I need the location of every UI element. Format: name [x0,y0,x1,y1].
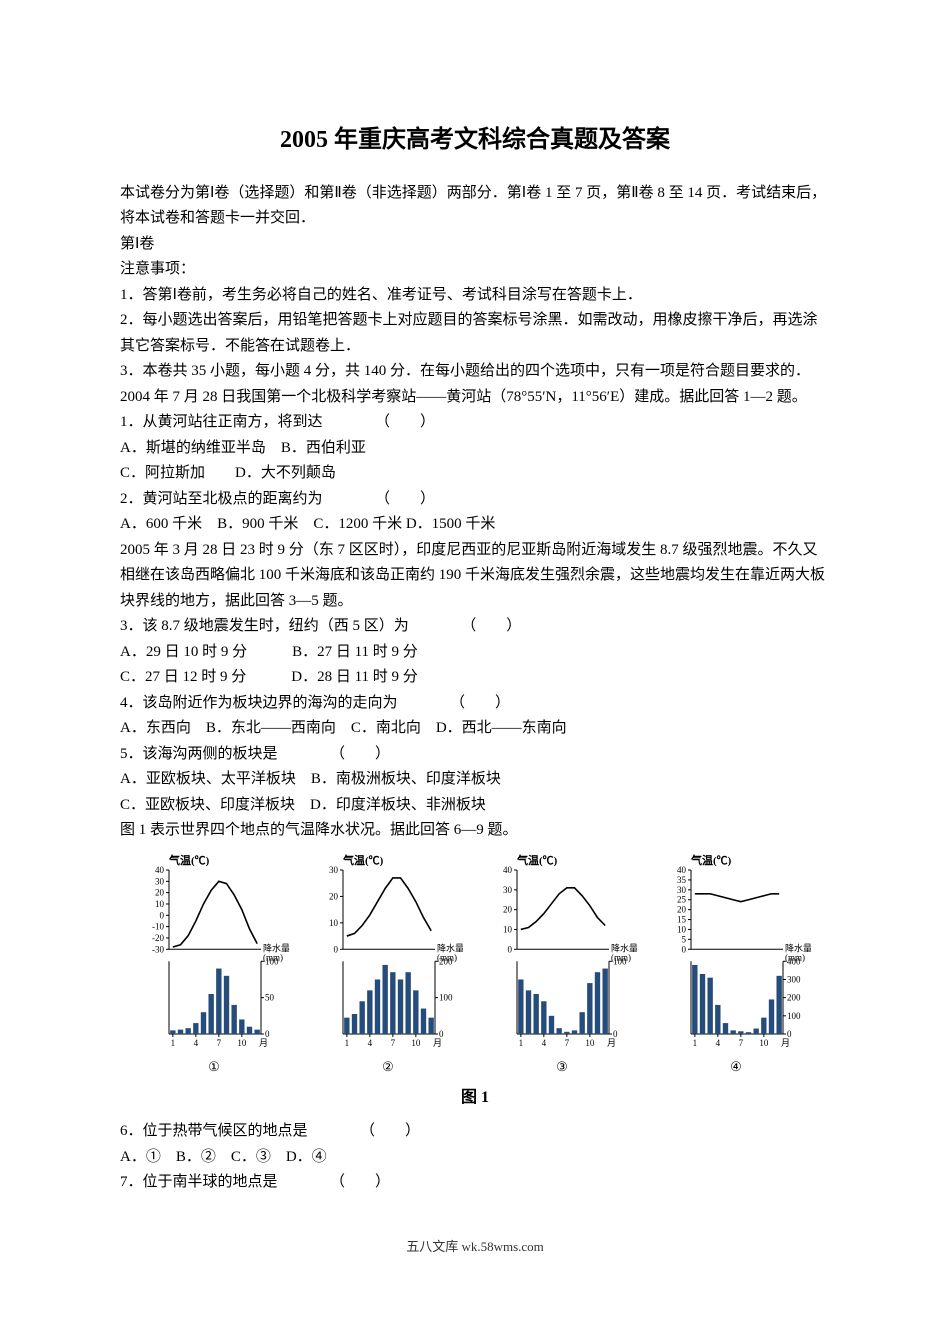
question-5-opts-a: A．亚欧板块、太平洋板块 B．南极洲板块、印度洋板块 [120,767,830,793]
svg-text:10: 10 [411,1038,421,1048]
svg-text:10: 10 [155,899,165,909]
section-i: 第Ⅰ卷 [120,232,830,258]
svg-text:-20: -20 [152,933,164,943]
figure-1: 气温(℃)-30-20-10010203040降水量(mm)0501001471… [120,852,830,1111]
note-1: 1．答第Ⅰ卷前，考生务必将自己的姓名、准考证号、考试科目涂写在答题卡上． [120,283,830,309]
question-2: 2．黄河站至北极点的距离约为 （ ） [120,487,830,513]
svg-text:1: 1 [519,1038,524,1048]
svg-text:50: 50 [265,992,275,1002]
svg-text:7: 7 [217,1038,222,1048]
svg-text:10: 10 [677,924,687,934]
chart-id-label: ② [382,1056,394,1078]
page-footer: 五八文库 wk.58wms.com [120,1236,830,1258]
svg-text:35: 35 [677,875,687,885]
svg-text:20: 20 [329,891,339,901]
question-4: 4．该岛附近作为板块边界的海沟的走向为 （ ） [120,691,830,717]
note-3: 3．本卷共 35 小题，每小题 4 分，共 140 分．在每小题给出的四个选项中… [120,359,830,385]
climate-chart: 气温(℃)-30-20-10010203040降水量(mm)0501001471… [139,852,289,1078]
question-3-opts-b: C．27 日 12 时 9 分 D．28 日 11 时 9 分 [120,665,830,691]
svg-text:5: 5 [682,934,687,944]
svg-text:4: 4 [368,1038,373,1048]
svg-text:0: 0 [160,910,165,920]
svg-text:40: 40 [677,865,687,875]
svg-text:0: 0 [682,944,687,954]
question-2-opts: A．600 千米 B．900 千米 C．1200 千米 D．1500 千米 [120,512,830,538]
svg-text:100: 100 [613,956,627,966]
svg-text:1: 1 [345,1038,350,1048]
svg-text:20: 20 [503,904,513,914]
svg-text:1: 1 [171,1038,176,1048]
svg-text:20: 20 [155,887,165,897]
svg-text:200: 200 [439,956,453,966]
svg-text:25: 25 [677,895,687,905]
svg-text:0: 0 [508,944,513,954]
svg-text:气温(℃): 气温(℃) [690,853,732,867]
notes-heading: 注意事项： [120,257,830,283]
svg-text:10: 10 [585,1038,595,1048]
figure-caption: 图 1 [461,1084,489,1111]
svg-text:4: 4 [542,1038,547,1048]
svg-text:400: 400 [787,956,801,966]
svg-text:4: 4 [716,1038,721,1048]
svg-text:30: 30 [155,876,165,886]
chart-id-label: ① [208,1056,220,1078]
svg-text:200: 200 [787,992,801,1002]
question-4-opts: A．东西向 B．东北——西南向 C．南北向 D．西北——东南向 [120,716,830,742]
context-1: 2004 年 7 月 28 日我国第一个北极科学考察站——黄河站（78°55′N… [120,385,830,411]
svg-text:气温(℃): 气温(℃) [168,853,210,867]
svg-text:20: 20 [677,904,687,914]
climate-chart: 气温(℃)010203040降水量(mm)010014710月③ [487,852,637,1078]
question-6-opts: A．① B．② C．③ D．④ [120,1145,830,1171]
svg-text:-30: -30 [152,944,164,954]
chart-id-label: ④ [730,1056,742,1078]
context-2: 2005 年 3 月 28 日 23 时 9 分（东 7 区区时），印度尼西亚的… [120,538,830,615]
svg-text:7: 7 [739,1038,744,1048]
page-title: 2005 年重庆高考文科综合真题及答案 [120,120,830,161]
svg-text:15: 15 [677,914,687,924]
svg-text:40: 40 [503,865,513,875]
question-5: 5．该海沟两侧的板块是 （ ） [120,742,830,768]
svg-text:100: 100 [439,992,453,1002]
svg-text:月: 月 [433,1038,442,1048]
svg-text:月: 月 [259,1038,268,1048]
svg-text:月: 月 [781,1038,790,1048]
svg-text:月: 月 [607,1038,616,1048]
svg-text:30: 30 [329,865,339,875]
svg-text:0: 0 [334,944,339,954]
svg-text:40: 40 [155,865,165,875]
svg-text:100: 100 [265,956,279,966]
svg-text:7: 7 [391,1038,396,1048]
svg-text:-10: -10 [152,921,164,931]
intro-text: 本试卷分为第Ⅰ卷（选择题）和第Ⅱ卷（非选择题）两部分．第Ⅰ卷 1 至 7 页，第… [120,181,830,232]
context-3: 图 1 表示世界四个地点的气温降水状况。据此回答 6—9 题。 [120,818,830,844]
question-6: 6．位于热带气候区的地点是 （ ） [120,1119,830,1145]
svg-text:10: 10 [503,924,513,934]
question-3-opts-a: A．29 日 10 时 9 分 B．27 日 11 时 9 分 [120,640,830,666]
svg-text:10: 10 [237,1038,247,1048]
climate-chart: 气温(℃)0510152025303540降水量(mm)010020030040… [661,852,811,1078]
svg-text:300: 300 [787,974,801,984]
climate-chart: 气温(℃)0102030降水量(mm)010020014710月② [313,852,463,1078]
svg-text:30: 30 [503,885,513,895]
question-7: 7．位于南半球的地点是 （ ） [120,1170,830,1196]
note-2: 2．每小题选出答案后，用铅笔把答题卡上对应题目的答案标号涂黑．如需改动，用橡皮擦… [120,308,830,359]
svg-text:气温(℃): 气温(℃) [342,853,384,867]
chart-id-label: ③ [556,1056,568,1078]
svg-text:7: 7 [565,1038,570,1048]
question-1-opts-b: C．阿拉斯加 D．大不列颠岛 [120,461,830,487]
svg-text:气温(℃): 气温(℃) [516,853,558,867]
svg-text:4: 4 [194,1038,199,1048]
svg-text:10: 10 [329,918,339,928]
question-3: 3．该 8.7 级地震发生时，纽约（西 5 区）为 （ ） [120,614,830,640]
svg-text:10: 10 [759,1038,769,1048]
question-1-opts-a: A．斯堪的纳维亚半岛 B．西伯利亚 [120,436,830,462]
question-1: 1．从黄河站往正南方，将到达 （ ） [120,410,830,436]
svg-text:1: 1 [693,1038,698,1048]
question-5-opts-b: C．亚欧板块、印度洋板块 D．印度洋板块、非洲板块 [120,793,830,819]
svg-text:100: 100 [787,1011,801,1021]
svg-text:30: 30 [677,885,687,895]
